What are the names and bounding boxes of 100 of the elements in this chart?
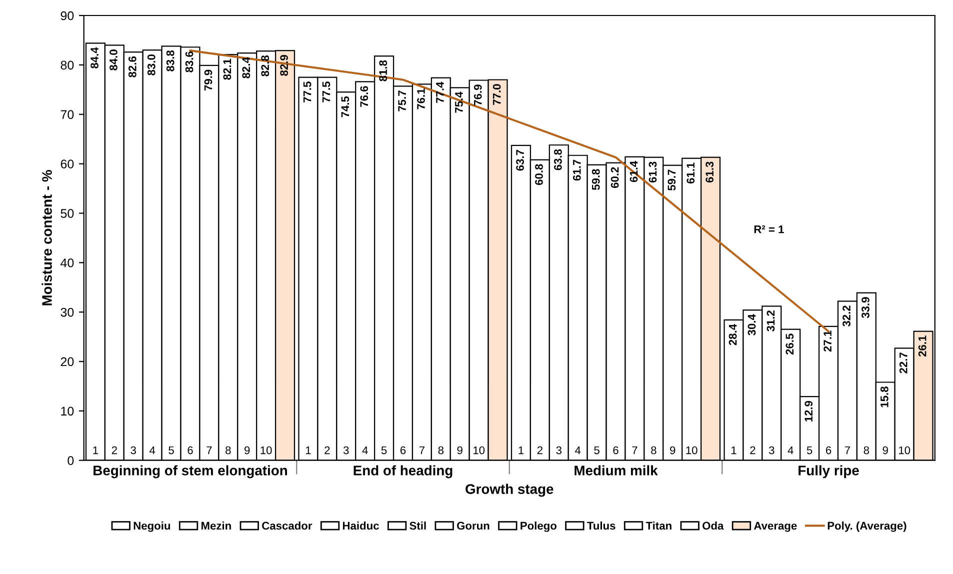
y-tick-label: 0 xyxy=(68,456,74,465)
x-tick-label: Medium milk xyxy=(574,465,658,476)
x-tick-label: Beginning of stem elongation xyxy=(94,465,287,478)
data-label: 83.6 xyxy=(185,51,194,72)
text: 1 xyxy=(306,446,311,454)
text: 3 xyxy=(768,446,774,454)
annotation: 10 xyxy=(260,446,272,454)
legend-label: Poly. (Average) xyxy=(828,522,906,532)
text: 8 xyxy=(864,446,870,454)
text: 6 xyxy=(613,446,618,454)
annotation: 9 xyxy=(244,446,250,454)
text: 10 xyxy=(473,446,485,454)
legend-label: Average xyxy=(754,522,797,532)
legend-label: Polego xyxy=(520,522,556,532)
text: 5 xyxy=(594,446,600,454)
data-label: 60.8 xyxy=(535,164,543,185)
text: 4 xyxy=(575,446,581,454)
text: 2 xyxy=(324,446,330,454)
data-label: 76.1 xyxy=(417,88,425,110)
y-tick-label: 10 xyxy=(61,406,74,416)
legend-label: Tulus xyxy=(587,522,616,530)
data-label: 81.8 xyxy=(379,60,388,82)
data-label: 61.4 xyxy=(630,160,638,182)
legend-label: Stil xyxy=(410,522,426,530)
data-label: 61.1 xyxy=(686,162,695,184)
data-label: 77.4 xyxy=(436,82,444,103)
text: 9 xyxy=(882,446,888,454)
data-label: 82.4 xyxy=(242,57,250,78)
text: 2 xyxy=(750,446,756,454)
y-tick-label: 20 xyxy=(60,357,74,366)
data-label: 76.9 xyxy=(474,84,482,106)
legend-label: Cascador xyxy=(262,522,312,530)
data-label: 77.5 xyxy=(322,82,330,102)
x-tick-label: Fully ripe xyxy=(798,465,859,478)
data-label: 12.9 xyxy=(804,400,813,422)
data-label: 27.1 xyxy=(824,330,832,352)
y-tick-label: 70 xyxy=(60,110,74,120)
data-label: 61.3 xyxy=(706,162,714,183)
legend-label: Mezin xyxy=(201,522,231,530)
y-tick-label: 80 xyxy=(60,60,74,70)
data-label: 82.1 xyxy=(223,58,232,80)
text: 5 xyxy=(381,446,387,454)
text: 5 xyxy=(806,446,812,454)
data-label: 79.9 xyxy=(204,70,212,91)
data-label: 61.3 xyxy=(648,162,657,183)
y-tick-label: 40 xyxy=(60,258,74,268)
data-label: 75.7 xyxy=(398,90,406,112)
data-label: 26.5 xyxy=(786,334,794,355)
data-label: 31.2 xyxy=(766,310,775,332)
data-label: 59.8 xyxy=(592,169,600,190)
text: 4 xyxy=(788,446,794,454)
data-label: 60.2 xyxy=(610,167,619,188)
text: 3 xyxy=(556,446,562,454)
text: 3 xyxy=(343,446,349,454)
text: 2 xyxy=(537,446,542,454)
text: 8 xyxy=(438,446,444,454)
text: 6 xyxy=(826,446,832,454)
data-label: 82.6 xyxy=(128,56,136,78)
y-tick-label: 60 xyxy=(60,160,74,168)
text: 9 xyxy=(670,446,676,454)
annotation: 3 xyxy=(130,446,136,454)
annotation: 8 xyxy=(226,446,231,454)
data-label: 15.8 xyxy=(880,386,888,408)
data-label: 26.1 xyxy=(918,336,926,357)
text: 7 xyxy=(632,446,638,454)
legend-label: Titan xyxy=(646,522,672,530)
data-label: 82.8 xyxy=(261,55,270,76)
text: 1 xyxy=(518,446,524,454)
legend-label: Haiduc xyxy=(342,522,379,530)
text: 8 xyxy=(651,446,656,454)
annotation: 4 xyxy=(150,446,156,454)
legend-label: Oda xyxy=(702,522,724,530)
text: 10 xyxy=(899,446,910,454)
y-tick-label: 90 xyxy=(60,11,74,20)
data-label: 61.7 xyxy=(572,160,581,181)
y-tick-label: 50 xyxy=(60,209,74,218)
data-label: 84.4 xyxy=(90,47,98,68)
data-label: 28.4 xyxy=(728,324,737,346)
data-label: 59.7 xyxy=(668,170,676,190)
data-label: 22.7 xyxy=(899,352,908,374)
data-label: 33.9 xyxy=(862,297,870,318)
data-label: 83.8 xyxy=(166,50,174,72)
y-tick-label: 30 xyxy=(60,308,74,317)
data-label: 84.0 xyxy=(110,50,118,70)
data-label: 83.0 xyxy=(147,54,156,76)
legend-label: Gorun xyxy=(457,522,490,530)
text: 10 xyxy=(686,446,698,454)
legend-label: Negoiu xyxy=(134,522,170,532)
annotation: 5 xyxy=(168,446,174,454)
annotation: 2 xyxy=(112,446,117,454)
annotation: 7 xyxy=(206,446,212,454)
data-label: 82.9 xyxy=(280,54,288,76)
text: 4 xyxy=(362,446,368,454)
data-label: 32.2 xyxy=(842,306,850,327)
text: 6 xyxy=(400,446,406,454)
data-label: 63.8 xyxy=(554,149,562,170)
text: 7 xyxy=(844,446,850,454)
annotation: 6 xyxy=(188,446,193,454)
data-label: 30.4 xyxy=(748,314,756,336)
text: 9 xyxy=(457,446,462,454)
